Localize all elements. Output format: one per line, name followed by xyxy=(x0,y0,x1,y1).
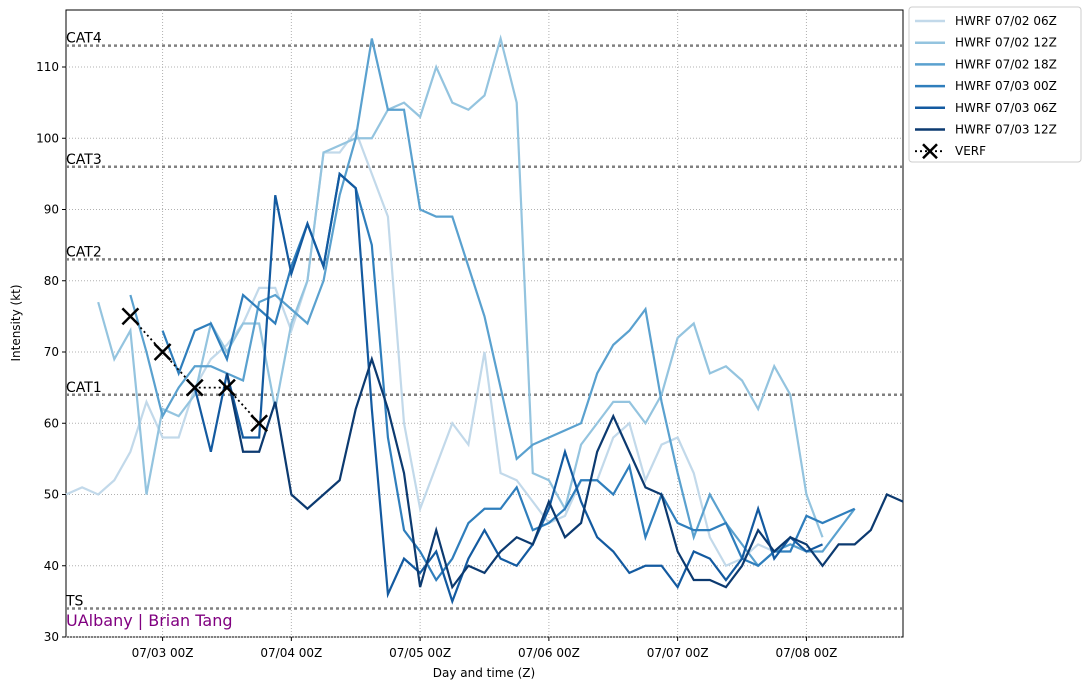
threshold-label: TS xyxy=(65,594,84,610)
series-line xyxy=(161,171,856,583)
series-line xyxy=(65,128,775,568)
x-tick-label: 07/05 00Z xyxy=(389,646,451,660)
plot-frame xyxy=(65,9,904,638)
marker xyxy=(185,378,204,397)
series-line xyxy=(193,171,823,605)
y-tick-label: 80 xyxy=(44,274,59,288)
threshold-label: CAT1 xyxy=(66,380,102,396)
threshold-label: CAT2 xyxy=(66,244,102,260)
legend-box xyxy=(908,6,1082,163)
y-tick-label: 60 xyxy=(44,416,59,430)
y-tick-label: 110 xyxy=(36,60,59,74)
legend-label: HWRF 07/02 06Z xyxy=(955,14,1057,28)
legend-label: HWRF 07/03 00Z xyxy=(955,79,1057,93)
y-tick-label: 40 xyxy=(44,559,59,573)
legend-marker xyxy=(922,143,938,160)
threshold-label: CAT3 xyxy=(66,152,102,168)
x-axis-label: Day and time (Z) xyxy=(433,666,535,680)
x-tick-label: 07/04 00Z xyxy=(260,646,322,660)
legend-label: HWRF 07/02 18Z xyxy=(955,57,1057,71)
series-line xyxy=(129,38,856,568)
marker xyxy=(250,414,269,433)
legend-label: HWRF 07/03 12Z xyxy=(955,123,1057,137)
y-tick-label: 70 xyxy=(44,345,59,359)
x-tick-label: 07/07 00Z xyxy=(647,646,709,660)
legend: HWRF 07/02 06Z HWRF 07/02 12Z HWRF 07/02 1… xyxy=(908,6,1082,163)
x-tick-label: 07/06 00Z xyxy=(518,646,580,660)
marker xyxy=(218,378,236,397)
y-tick-label: 100 xyxy=(36,131,59,145)
threshold-label: CAT4 xyxy=(66,31,102,47)
y-axis-label: Intensity (kt) xyxy=(9,284,23,361)
marker xyxy=(121,307,140,326)
legend-label: HWRF 07/02 12Z xyxy=(955,36,1057,50)
credit: UAlbany | Brian Tang xyxy=(66,611,233,630)
legend-label: HWRF 07/03 06Z xyxy=(955,101,1057,115)
y-tick-label: 90 xyxy=(44,203,59,217)
legend-label: VERF xyxy=(955,144,986,158)
x-tick-label: 07/08 00Z xyxy=(775,646,837,660)
y-tick-label: 50 xyxy=(44,488,59,502)
x-tick-label: 07/03 00Z xyxy=(132,646,194,660)
series-line xyxy=(225,355,904,590)
series-line xyxy=(97,34,824,538)
y-tick-label: 30 xyxy=(44,630,59,644)
marker xyxy=(153,343,172,361)
